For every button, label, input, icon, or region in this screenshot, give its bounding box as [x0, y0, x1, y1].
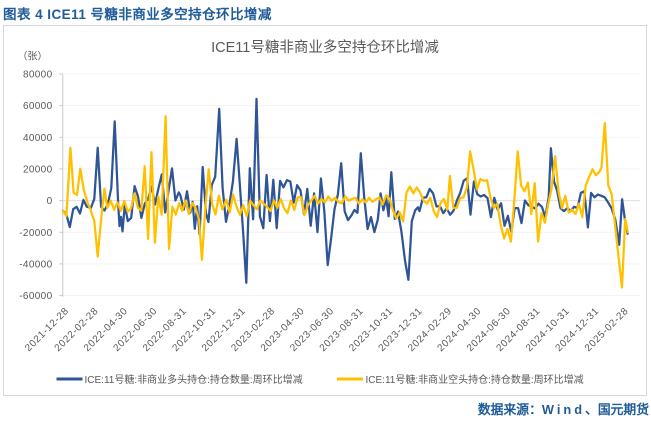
svg-text:40000: 40000: [23, 133, 53, 144]
svg-text:ICE11号糖非商业多空持仓环比增减: ICE11号糖非商业多空持仓环比增减: [211, 39, 439, 56]
svg-text:-40000: -40000: [19, 259, 52, 270]
svg-text:60000: 60000: [23, 101, 53, 112]
svg-text:0: 0: [47, 196, 53, 207]
svg-text:80000: 80000: [23, 70, 53, 81]
svg-text:（张）: （张）: [18, 51, 48, 63]
svg-text:-60000: -60000: [19, 291, 52, 302]
svg-text:ICE:11号糖:非商业多头持仓:持仓数量:周环比增减: ICE:11号糖:非商业多头持仓:持仓数量:周环比增减: [85, 373, 303, 386]
svg-text:ICE:11号糖:非商业空头持仓:持仓数量:周环比增减: ICE:11号糖:非商业空头持仓:持仓数量:周环比增减: [366, 373, 584, 386]
svg-text:-20000: -20000: [19, 228, 52, 239]
svg-text:20000: 20000: [23, 164, 53, 175]
